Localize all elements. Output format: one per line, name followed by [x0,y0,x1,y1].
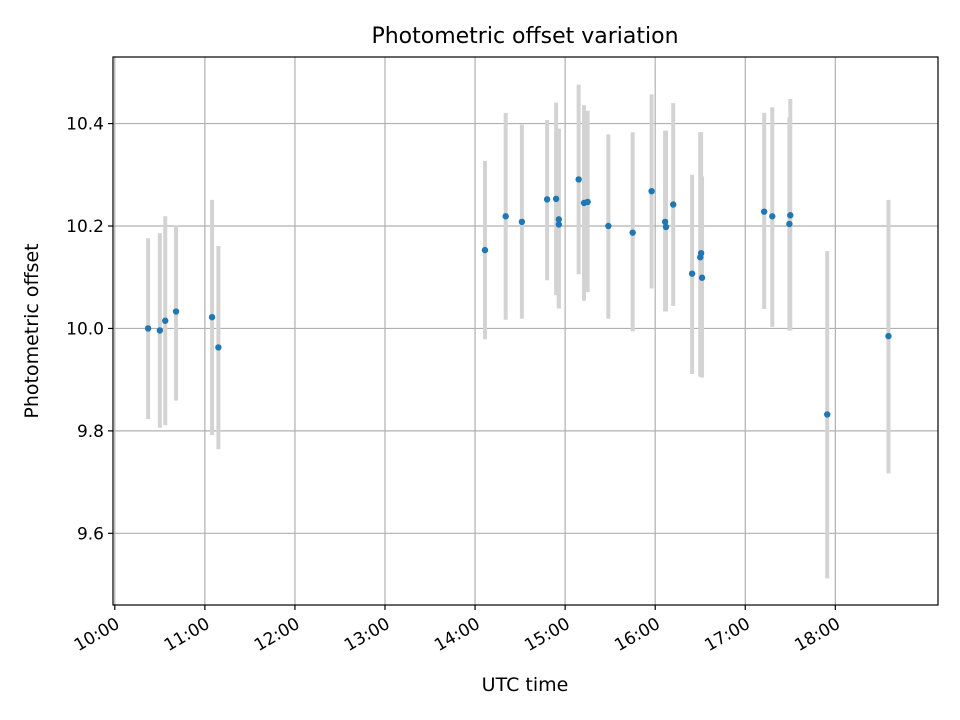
data-point [629,229,636,236]
data-points [144,176,892,418]
data-point [162,317,169,324]
y-tick-label: 9.8 [77,422,104,442]
data-point [518,218,526,226]
data-point [760,208,768,215]
data-point [824,411,831,418]
data-point [786,220,793,228]
data-point [172,308,180,315]
data-point [552,195,560,203]
data-point [885,332,892,340]
data-point [555,216,563,223]
data-point [661,218,669,226]
y-tick-label: 10.2 [66,217,104,237]
chart-title: Photometric offset variation [371,24,678,49]
data-point [662,223,670,231]
data-point [648,187,655,195]
data-point [698,274,706,281]
y-tick-label: 9.6 [77,524,104,544]
y-tick-label: 10.4 [66,115,104,135]
data-point [156,327,164,334]
data-point [584,198,591,206]
data-point [555,221,563,228]
y-axis-label: Photometric offset [21,243,43,418]
data-point [605,222,612,230]
x-axis-label: UTC time [482,674,569,696]
data-point [575,176,582,183]
y-axis-ticks: 9.6 9.8 10.0 10.2 10.4 [66,115,113,544]
data-point [208,313,216,321]
data-point [144,325,152,332]
data-point [787,212,794,219]
data-point [502,213,509,220]
plot-frame [112,56,939,606]
grid-lines [113,57,938,605]
data-point [688,270,696,277]
data-point [481,246,489,254]
data-point [670,201,677,208]
y-tick-label: 10.0 [66,319,104,339]
data-point [697,249,705,257]
data-point [215,344,222,351]
data-point [543,196,551,203]
data-point [769,213,776,220]
